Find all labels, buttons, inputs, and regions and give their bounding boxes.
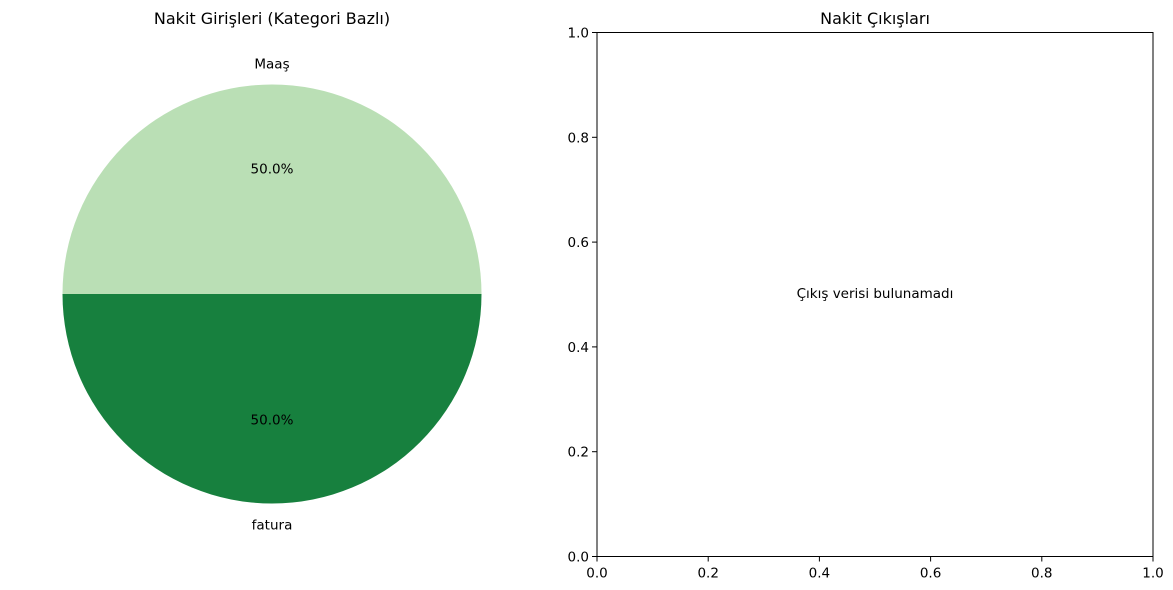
pie-percent-label: 50.0% — [251, 413, 294, 429]
y-tick-label: 0.4 — [568, 340, 589, 356]
pie-labels: Maaş 50.0% fatura 50.0% — [251, 57, 294, 534]
pie-category-label: Maaş — [254, 57, 289, 73]
y-tick-label: 1.0 — [568, 26, 589, 42]
x-tick-label: 1.0 — [1142, 566, 1163, 582]
y-tick-label: 0.0 — [568, 550, 589, 566]
pie-slice-2 — [62, 294, 482, 504]
pie-slices — [62, 84, 482, 504]
no-data-annotation: Çıkış verisi bulunamadı — [797, 286, 954, 302]
pie-category-label: fatura — [252, 517, 293, 533]
x-tick-label: 0.6 — [920, 566, 941, 582]
outflow-title: Nakit Çıkışları — [820, 9, 930, 28]
x-tick-label: 0.2 — [697, 566, 718, 582]
x-axis-ticks: 0.0 0.2 0.4 0.6 0.8 1.0 — [586, 556, 1164, 582]
pie-title: Nakit Girişleri (Kategori Bazlı) — [154, 9, 390, 28]
pie-percent-label: 50.0% — [251, 161, 294, 177]
outflow-chart: Nakit Çıkışları 0.0 0.2 0.4 0.6 0.8 1.0 0.00.… — [568, 9, 1164, 582]
plot-area-frame — [596, 32, 1154, 557]
y-axis-ticks: 0.0 0.2 0.4 0.6 0.8 1.0 — [568, 26, 597, 566]
x-tick-label: 0.8 — [1031, 566, 1052, 582]
y-tick-label: 0.2 — [568, 445, 589, 461]
y-tick-label: 0.6 — [568, 235, 589, 251]
pie-chart: Nakit Girişleri (Kategori Bazlı) Maaş 50.… — [62, 9, 482, 534]
y-tick-label: 0.8 — [568, 130, 589, 146]
x-tick-label: 0.0 — [586, 566, 607, 582]
pie-slice-1 — [62, 84, 482, 294]
x-tick-label: 0.4 — [809, 566, 830, 582]
